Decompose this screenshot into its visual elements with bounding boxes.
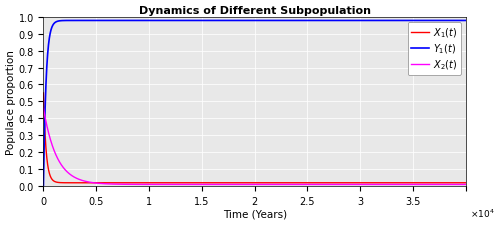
$X_1(t)$ [463, 182, 469, 184]
$Y_1(t)$ [315, 20, 321, 23]
$Y_1(t)$ [463, 20, 469, 23]
$Y_1(t)$ [202, 20, 208, 23]
$X_1(t)$ [315, 182, 321, 184]
$X_2(t)$ [388, 183, 394, 186]
$X_1(t)$ [388, 182, 394, 184]
$X_2(t)$ [294, 183, 300, 186]
Legend: $X_1(t)$, $Y_1(t)$, $X_2(t)$: $X_1(t)$, $Y_1(t)$, $X_2(t)$ [408, 22, 461, 76]
$X_2(t)$ [463, 183, 469, 186]
$X_1(t)$ [294, 182, 300, 184]
$Y_1(t)$ [40, 185, 46, 188]
$Y_1(t)$ [294, 20, 300, 23]
Line: $X_1(t)$: $X_1(t)$ [44, 94, 466, 183]
Title: Dynamics of Different Subpopulation: Dynamics of Different Subpopulation [138, 6, 370, 16]
$X_1(t)$ [356, 182, 362, 184]
$X_2(t)$ [117, 183, 123, 186]
$Y_1(t)$ [140, 20, 145, 23]
Line: $X_2(t)$: $X_2(t)$ [44, 109, 466, 185]
X-axis label: Time (Years): Time (Years) [222, 209, 286, 219]
Line: $Y_1(t)$: $Y_1(t)$ [44, 21, 466, 186]
$Y_1(t)$ [117, 20, 123, 23]
$X_1(t)$ [40, 92, 46, 95]
$X_2(t)$ [356, 183, 362, 186]
Y-axis label: Populace proportion: Populace proportion [6, 50, 16, 154]
$X_1(t)$ [146, 182, 152, 184]
$X_1(t)$ [202, 182, 208, 184]
Text: $\times10^4$: $\times10^4$ [470, 207, 495, 219]
$X_2(t)$ [315, 183, 321, 186]
$Y_1(t)$ [356, 20, 362, 23]
$Y_1(t)$ [388, 20, 394, 23]
$X_2(t)$ [40, 107, 46, 110]
$X_1(t)$ [117, 182, 123, 184]
$X_2(t)$ [202, 183, 208, 186]
